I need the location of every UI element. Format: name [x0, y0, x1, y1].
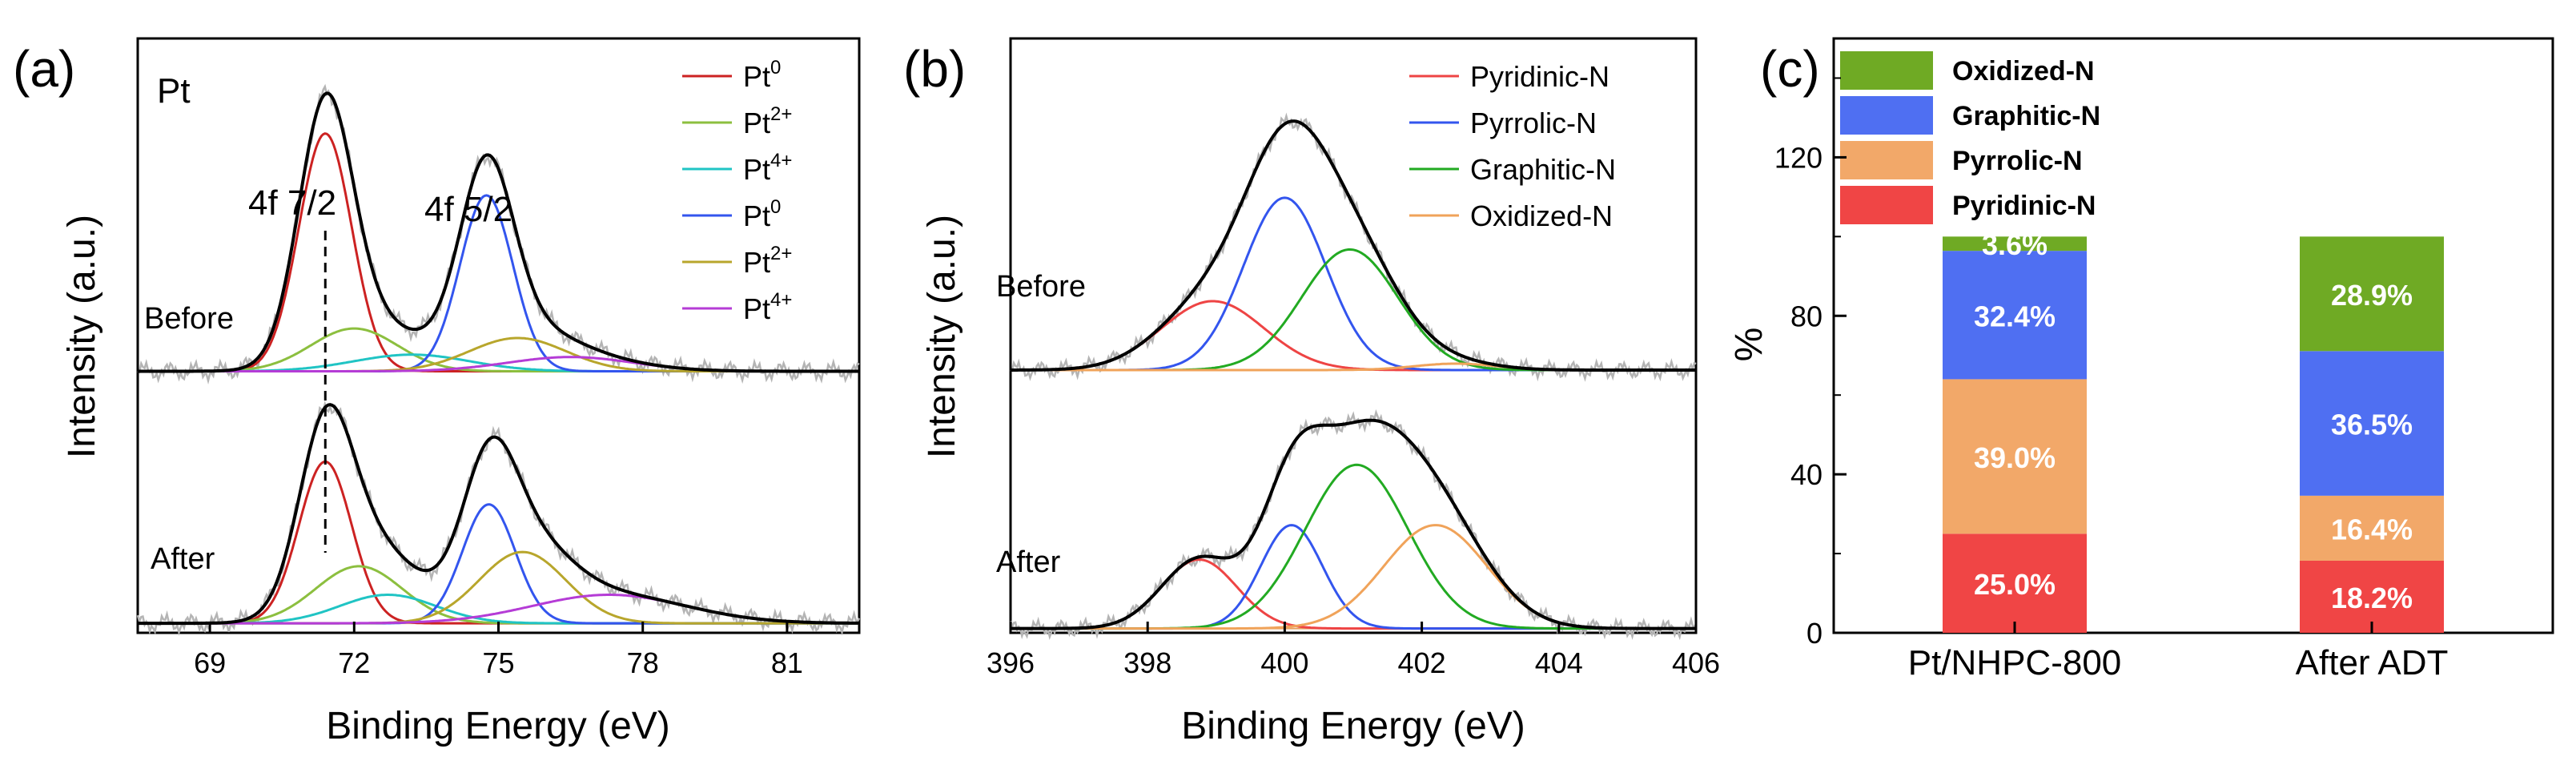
bar-value-label: 28.9%	[2331, 279, 2413, 312]
legend-swatch	[1840, 186, 1933, 224]
legend-label: Pt0	[743, 196, 781, 232]
bar-segment-graphitic-n	[1943, 251, 2087, 380]
bar-value-label: 3.6%	[1982, 228, 2048, 261]
legend-label: Pyrrolic-N	[1952, 146, 2083, 176]
y-tick-label: 80	[1790, 300, 1822, 332]
legend-label: Oxidized-N	[1952, 56, 2095, 87]
panel-b-sample-before: Before	[996, 270, 1086, 304]
legend-label: Oxidized-N	[1470, 199, 1613, 232]
fit-envelope-after	[138, 403, 859, 626]
panel-a-element-label: Pt	[157, 71, 191, 111]
panel-b: (b) Before After Pyridinic-N Pyrrolic-N Gr…	[903, 37, 1720, 747]
legend-swatch	[1840, 51, 1933, 90]
x-tick-label: 72	[338, 646, 370, 679]
x-tick-label: 78	[627, 646, 659, 679]
panel-c-label: (c)	[1760, 40, 1820, 98]
bar-value-label: 18.2%	[2331, 582, 2413, 614]
bar-segment-oxidized-n	[1943, 236, 2087, 252]
bar-segment-pyridinic-n	[2300, 560, 2444, 633]
panel-b-x-axis: 396 398 400 402 404 406	[987, 622, 1720, 679]
bar-value-label: 25.0%	[1974, 568, 2056, 601]
bar-segment-pyrrolic-n	[2300, 495, 2444, 561]
panel-c-plot-area: 25.0% 39.0% 32.4% 3.6% 18.2% 16.4% 36.5% 28.9%	[1943, 228, 2444, 633]
legend-label: Pyridinic-N	[1952, 191, 2096, 221]
panel-b-legend: Pyridinic-N Pyrrolic-N Graphitic-N Oxidized…	[1409, 60, 1616, 232]
panel-c-plot-frame	[1832, 37, 2554, 634]
component-after-3	[138, 503, 859, 625]
panel-c-x-axis: Pt/NHPC-800 After ADT	[1908, 622, 2449, 682]
bar-value-label: 39.0%	[1974, 441, 2056, 474]
panel-b-label: (b)	[903, 40, 966, 98]
panel-c-legend: Oxidized-N Graphitic-N Pyrrolic-N Pyridinic…	[1840, 51, 2100, 224]
panel-a: (a) Pt 4f 7/2 4f 5/2 Before After Pt0 Pt2…	[13, 37, 861, 747]
legend-label: Graphitic-N	[1470, 153, 1616, 186]
legend-label: Pyrrolic-N	[1470, 107, 1597, 139]
x-tick-label: 406	[1672, 646, 1720, 679]
legend-label: Pyridinic-N	[1470, 60, 1609, 93]
legend-label: Graphitic-N	[1952, 101, 2100, 131]
panel-a-legend: Pt0 Pt2+ Pt4+ Pt0 Pt2+ Pt4+	[682, 57, 792, 325]
x-tick-label: 402	[1398, 646, 1446, 679]
y-tick-label: 0	[1806, 617, 1822, 650]
panel-a-annotation-4f52: 4f 5/2	[424, 190, 512, 229]
panel-a-label: (a)	[13, 40, 75, 98]
panel-b-sample-after: After	[996, 545, 1061, 579]
panel-a-x-axis-title: Binding Energy (eV)	[326, 705, 670, 747]
legend-label: Pt2+	[743, 103, 792, 139]
x-tick-label: 400	[1260, 646, 1308, 679]
x-tick-label: 81	[771, 646, 803, 679]
raw-data-after	[1009, 409, 1698, 641]
legend-label: Pt0	[743, 57, 781, 93]
bar-segment-graphitic-n	[2300, 351, 2444, 496]
y-tick-label: 120	[1774, 141, 1822, 174]
legend-swatch	[1840, 96, 1933, 135]
panel-b-plot-area	[1009, 112, 1698, 641]
legend-label: Pt2+	[743, 243, 792, 279]
panel-c-y-axis-title: %	[1728, 328, 1770, 362]
panel-a-x-axis: 69 72 75 78 81	[194, 622, 803, 679]
category-label: Pt/NHPC-800	[1908, 643, 2122, 682]
panel-a-annotation-4f72: 4f 7/2	[248, 183, 336, 223]
component-after-1	[1011, 524, 1696, 630]
component-after-0	[138, 460, 859, 625]
bar-value-label: 32.4%	[1974, 300, 2056, 332]
x-tick-label: 75	[482, 646, 514, 679]
category-label: After ADT	[2296, 643, 2449, 682]
panel-a-y-axis-title: Intensity (a.u.)	[61, 215, 103, 458]
legend-swatch	[1840, 141, 1933, 179]
x-tick-label: 69	[194, 646, 226, 679]
panel-b-x-axis-title: Binding Energy (eV)	[1181, 705, 1525, 747]
x-tick-label: 396	[987, 646, 1035, 679]
fit-envelope-before	[138, 91, 859, 373]
legend-label: Pt4+	[743, 289, 792, 325]
fit-envelope-after	[1011, 418, 1696, 630]
bar-segment-pyrrolic-n	[1943, 379, 2087, 534]
bar-segment-oxidized-n	[2300, 236, 2444, 352]
panel-a-sample-before: Before	[144, 302, 234, 336]
legend-label: Pt4+	[743, 150, 792, 186]
fit-envelope-before	[1011, 119, 1696, 372]
x-tick-label: 398	[1123, 646, 1171, 679]
panel-c-y-axis: 0 40 80 120	[1774, 77, 1847, 650]
bar-value-label: 16.4%	[2331, 513, 2413, 545]
component-after-2	[1011, 463, 1696, 630]
bar-value-label: 36.5%	[2331, 409, 2413, 441]
panel-c: (c) 25.0% 39.0% 32.4% 3.6% 18.2% 16.4% 36.5% 28…	[1728, 37, 2554, 682]
x-tick-label: 404	[1535, 646, 1583, 679]
panel-b-plot-frame	[1009, 37, 1698, 634]
bar-segment-pyridinic-n	[1943, 533, 2087, 633]
y-tick-label: 40	[1790, 458, 1822, 491]
panel-a-sample-after: After	[151, 542, 215, 576]
panel-b-y-axis-title: Intensity (a.u.)	[921, 215, 963, 458]
